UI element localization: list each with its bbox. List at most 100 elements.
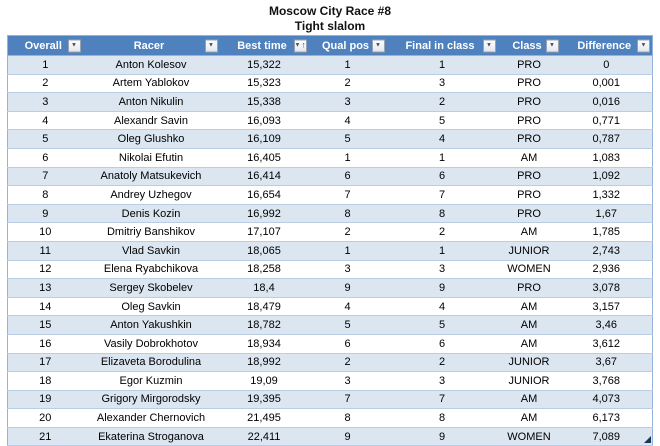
cell-racer[interactable]: Dmitriy Banshikov	[82, 222, 220, 242]
cell-difference[interactable]: 1,67	[560, 204, 653, 224]
cell-racer[interactable]: Elizaveta Borodulina	[82, 353, 220, 373]
cell-overall[interactable]: 17	[7, 353, 83, 373]
cell-difference[interactable]: 1,083	[560, 148, 653, 168]
cell-class[interactable]: PRO	[497, 167, 561, 187]
cell-difference[interactable]: 1,785	[560, 222, 653, 242]
cell-difference[interactable]: 3,67	[560, 353, 653, 373]
cell-final-in-class[interactable]: 2	[386, 222, 498, 242]
cell-best-time[interactable]: 16,654	[219, 185, 309, 205]
cell-best-time[interactable]: 16,414	[219, 167, 309, 187]
cell-qual-pos[interactable]: 2	[308, 353, 387, 373]
cell-qual-pos[interactable]: 8	[308, 408, 387, 428]
cell-best-time[interactable]: 16,405	[219, 148, 309, 168]
cell-class[interactable]: AM	[497, 334, 561, 354]
cell-difference[interactable]: 0,787	[560, 129, 653, 149]
cell-overall[interactable]: 3	[7, 92, 83, 112]
cell-difference[interactable]: 2,743	[560, 241, 653, 261]
cell-final-in-class[interactable]: 5	[386, 111, 498, 131]
cell-class[interactable]: AM	[497, 315, 561, 335]
cell-best-time[interactable]: 18,258	[219, 260, 309, 280]
cell-final-in-class[interactable]: 2	[386, 92, 498, 112]
cell-qual-pos[interactable]: 2	[308, 74, 387, 94]
cell-class[interactable]: PRO	[497, 74, 561, 94]
cell-class[interactable]: JUNIOR	[497, 371, 561, 391]
cell-final-in-class[interactable]: 6	[386, 334, 498, 354]
cell-overall[interactable]: 2	[7, 74, 83, 94]
cell-best-time[interactable]: 15,338	[219, 92, 309, 112]
cell-class[interactable]: PRO	[497, 92, 561, 112]
cell-qual-pos[interactable]: 1	[308, 148, 387, 168]
cell-best-time[interactable]: 18,065	[219, 241, 309, 261]
cell-overall[interactable]: 20	[7, 408, 83, 428]
cell-best-time[interactable]: 16,109	[219, 129, 309, 149]
cell-overall[interactable]: 16	[7, 334, 83, 354]
cell-overall[interactable]: 1	[7, 55, 83, 75]
cell-racer[interactable]: Vasily Dobrokhotov	[82, 334, 220, 354]
cell-qual-pos[interactable]: 7	[308, 390, 387, 410]
cell-class[interactable]: PRO	[497, 185, 561, 205]
cell-racer[interactable]: Elena Ryabchikova	[82, 260, 220, 280]
cell-qual-pos[interactable]: 3	[308, 260, 387, 280]
cell-qual-pos[interactable]: 9	[308, 278, 387, 298]
cell-racer[interactable]: Anton Kolesov	[82, 55, 220, 75]
cell-racer[interactable]: Artem Yablokov	[82, 74, 220, 94]
cell-overall[interactable]: 11	[7, 241, 83, 261]
cell-qual-pos[interactable]: 1	[308, 241, 387, 261]
cell-best-time[interactable]: 15,323	[219, 74, 309, 94]
cell-racer[interactable]: Sergey Skobelev	[82, 278, 220, 298]
filter-button-final-in-class[interactable]: ▼	[482, 39, 496, 52]
cell-difference[interactable]: 1,332	[560, 185, 653, 205]
cell-qual-pos[interactable]: 8	[308, 204, 387, 224]
cell-overall[interactable]: 14	[7, 297, 83, 317]
cell-final-in-class[interactable]: 4	[386, 297, 498, 317]
cell-best-time[interactable]: 18,4	[219, 278, 309, 298]
cell-racer[interactable]: Anatoly Matsukevich	[82, 167, 220, 187]
cell-best-time[interactable]: 18,934	[219, 334, 309, 354]
cell-class[interactable]: PRO	[497, 129, 561, 149]
filter-button-qual-pos[interactable]: ▼	[371, 39, 385, 52]
cell-racer[interactable]: Alexander Chernovich	[82, 408, 220, 428]
cell-final-in-class[interactable]: 3	[386, 371, 498, 391]
cell-class[interactable]: JUNIOR	[497, 353, 561, 373]
cell-qual-pos[interactable]: 4	[308, 297, 387, 317]
cell-overall[interactable]: 7	[7, 167, 83, 187]
cell-final-in-class[interactable]: 7	[386, 390, 498, 410]
cell-best-time[interactable]: 18,782	[219, 315, 309, 335]
cell-difference[interactable]: 0,771	[560, 111, 653, 131]
cell-best-time[interactable]: 16,992	[219, 204, 309, 224]
cell-difference[interactable]: 3,078	[560, 278, 653, 298]
cell-racer[interactable]: Egor Kuzmin	[82, 371, 220, 391]
cell-class[interactable]: PRO	[497, 278, 561, 298]
cell-racer[interactable]: Oleg Glushko	[82, 129, 220, 149]
cell-racer[interactable]: Anton Yakushkin	[82, 315, 220, 335]
cell-final-in-class[interactable]: 2	[386, 353, 498, 373]
cell-final-in-class[interactable]: 8	[386, 408, 498, 428]
cell-qual-pos[interactable]: 2	[308, 222, 387, 242]
cell-qual-pos[interactable]: 9	[308, 427, 387, 446]
cell-overall[interactable]: 9	[7, 204, 83, 224]
cell-class[interactable]: WOMEN	[497, 427, 561, 446]
cell-best-time[interactable]: 22,411	[219, 427, 309, 446]
cell-best-time[interactable]: 16,093	[219, 111, 309, 131]
cell-class[interactable]: JUNIOR	[497, 241, 561, 261]
cell-final-in-class[interactable]: 4	[386, 129, 498, 149]
cell-final-in-class[interactable]: 6	[386, 167, 498, 187]
cell-best-time[interactable]: 21,495	[219, 408, 309, 428]
cell-final-in-class[interactable]: 8	[386, 204, 498, 224]
cell-class[interactable]: AM	[497, 148, 561, 168]
cell-racer[interactable]: Andrey Uzhegov	[82, 185, 220, 205]
cell-racer[interactable]: Oleg Savkin	[82, 297, 220, 317]
cell-racer[interactable]: Denis Kozin	[82, 204, 220, 224]
cell-best-time[interactable]: 19,395	[219, 390, 309, 410]
cell-racer[interactable]: Alexandr Savin	[82, 111, 220, 131]
cell-qual-pos[interactable]: 3	[308, 92, 387, 112]
filter-button-best-time[interactable]: ▼ ↑	[293, 39, 307, 52]
cell-difference[interactable]: 0	[560, 55, 653, 75]
cell-racer[interactable]: Grigory Mirgorodsky	[82, 390, 220, 410]
cell-qual-pos[interactable]: 7	[308, 185, 387, 205]
cell-difference[interactable]: 3,157	[560, 297, 653, 317]
cell-racer[interactable]: Nikolai Efutin	[82, 148, 220, 168]
cell-overall[interactable]: 15	[7, 315, 83, 335]
cell-best-time[interactable]: 18,479	[219, 297, 309, 317]
cell-racer[interactable]: Ekaterina Stroganova	[82, 427, 220, 446]
